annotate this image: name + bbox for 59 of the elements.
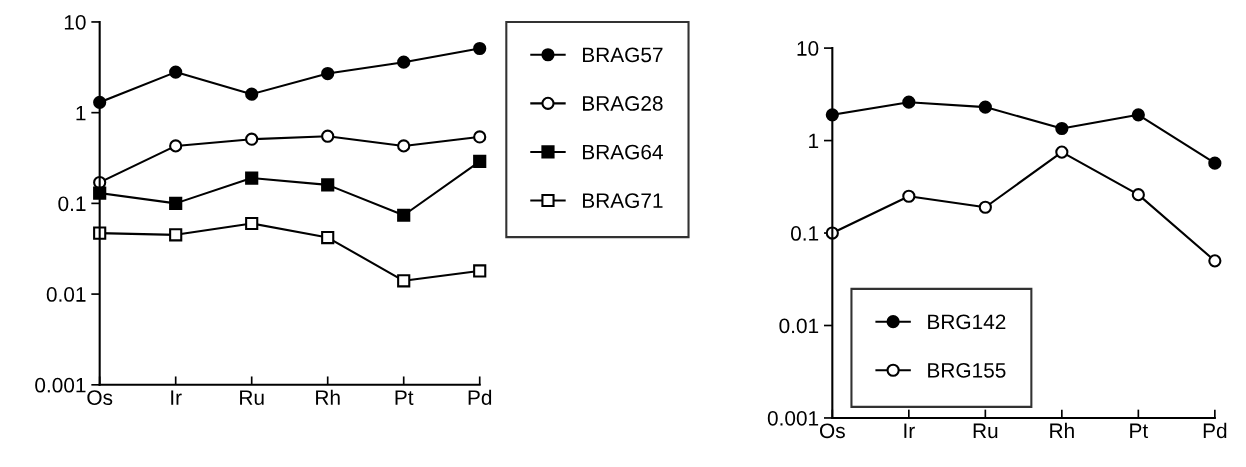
legend-label: BRAG71 <box>583 193 663 209</box>
point <box>1131 108 1145 122</box>
y-tick-label: 0.001 <box>767 410 819 426</box>
point <box>245 87 259 101</box>
point <box>169 228 183 242</box>
point <box>169 139 183 153</box>
y-tick-label: 0.01 <box>46 287 86 302</box>
x-tick-label: Pd <box>1203 422 1227 439</box>
point <box>169 196 183 210</box>
point <box>397 139 411 153</box>
point <box>245 171 259 185</box>
point <box>321 129 335 143</box>
x-tick-label: Pd <box>468 389 492 405</box>
point <box>1208 254 1222 268</box>
legend-label: BRAG64 <box>583 144 663 160</box>
point <box>93 186 107 200</box>
point <box>321 178 335 192</box>
y-tick-label: 10 <box>797 41 819 56</box>
point <box>1055 145 1069 159</box>
point <box>321 230 335 245</box>
y-tick-label: 0.1 <box>790 226 819 241</box>
point <box>473 154 487 169</box>
point <box>169 65 183 79</box>
point <box>978 200 992 214</box>
legend-label: BRG155 <box>928 363 1006 378</box>
point <box>902 189 916 203</box>
point <box>245 216 259 231</box>
x-tick-label: Os <box>820 423 845 439</box>
point <box>978 100 992 114</box>
legend-label: BRAG57 <box>583 47 663 63</box>
x-tick-label: Rh <box>316 389 340 405</box>
point <box>473 130 487 144</box>
x-tick-label: Pt <box>395 390 414 405</box>
y-tick-label: 10 <box>64 14 86 30</box>
x-tick-label: Ru <box>240 390 264 405</box>
x-tick-label: Rh <box>1050 422 1074 438</box>
legend-label: BRAG28 <box>583 96 663 111</box>
y-tick-label: 1 <box>76 105 86 121</box>
x-tick-label: Ru <box>973 423 998 439</box>
y-tick-label: 1 <box>809 133 819 149</box>
x-tick-label: Ir <box>904 423 915 438</box>
y-tick-label: 0.001 <box>35 377 86 393</box>
point <box>902 95 916 109</box>
point <box>321 66 335 81</box>
point <box>473 264 487 278</box>
point <box>1055 121 1069 136</box>
x-tick-label: Os <box>87 390 113 405</box>
point <box>397 274 411 288</box>
point <box>1131 188 1145 202</box>
point <box>473 41 487 56</box>
point <box>397 208 411 222</box>
x-tick-label: Ir <box>171 390 182 405</box>
point <box>1208 156 1222 170</box>
x-tick-label: Pt <box>1130 423 1149 439</box>
point <box>397 55 411 69</box>
point <box>245 132 259 146</box>
y-tick-label: 0.1 <box>58 196 86 212</box>
y-tick-label: 0.01 <box>779 318 819 334</box>
legend-label: BRG142 <box>928 314 1006 330</box>
